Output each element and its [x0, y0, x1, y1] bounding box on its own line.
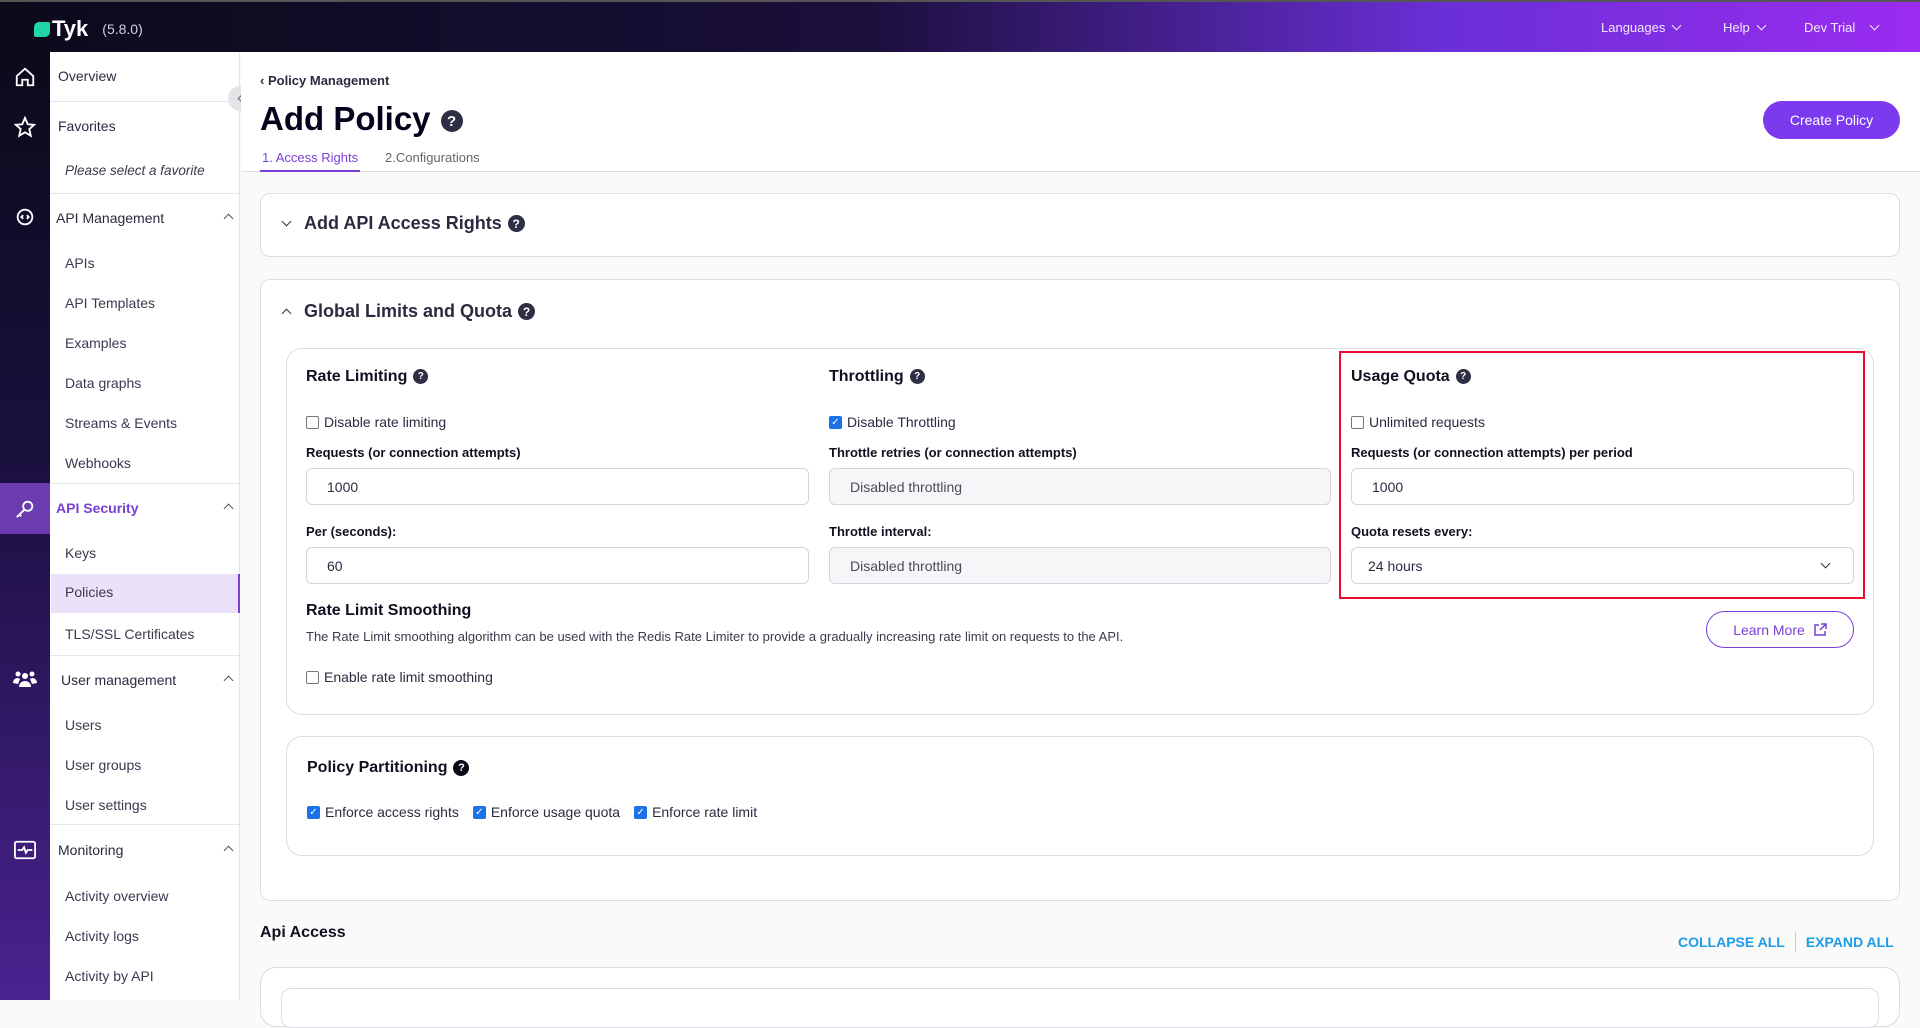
throttle-interval-input[interactable]: Disabled throttling — [829, 547, 1331, 584]
sidebar-item-activity-overview[interactable]: Activity overview — [65, 888, 169, 904]
api-gear-icon[interactable] — [0, 192, 50, 242]
create-policy-button[interactable]: Create Policy — [1763, 101, 1900, 139]
external-link-icon — [1814, 622, 1827, 636]
unlimited-requests-checkbox[interactable]: Unlimited requests — [1351, 414, 1485, 430]
chevron-up-icon — [223, 845, 234, 855]
policy-partitioning-card: Policy Partitioning? ✓ Enforce access rig… — [286, 736, 1874, 856]
section-api-management[interactable]: API Management — [56, 210, 234, 226]
sidebar-item-apis[interactable]: APIs — [65, 255, 95, 271]
quota-requests-label: Requests (or connection attempts) per pe… — [1351, 445, 1633, 460]
per-seconds-input[interactable]: 60 — [306, 547, 809, 584]
help-icon[interactable]: ? — [909, 369, 925, 385]
chevron-down-icon — [281, 216, 292, 227]
sidebar: Overview Favorites Please select a favor… — [50, 52, 240, 1000]
tab-configurations[interactable]: 2.Configurations — [385, 150, 480, 165]
favorites-empty-text: Please select a favorite — [65, 163, 205, 178]
tyk-logo[interactable]: Tyk (5.8.0) — [34, 16, 143, 42]
tab-access-rights[interactable]: 1. Access Rights — [260, 150, 361, 172]
sidebar-item-user-settings[interactable]: User settings — [65, 797, 147, 813]
section-monitoring[interactable]: Monitoring — [58, 842, 234, 858]
sidebar-item-user-groups[interactable]: User groups — [65, 757, 142, 773]
sidebar-item-activity-by-api[interactable]: Activity by API — [65, 968, 154, 984]
rate-limiting-title: Rate Limiting? — [306, 368, 429, 386]
version-label: (5.8.0) — [102, 21, 143, 37]
sidebar-item-tls-certificates[interactable]: TLS/SSL Certificates — [65, 626, 195, 642]
breadcrumb[interactable]: ‹ Policy Management — [260, 73, 390, 88]
top-header: Tyk (5.8.0) Languages Help Dev Trial — [0, 0, 1920, 52]
sidebar-item-keys[interactable]: Keys — [65, 545, 97, 561]
learn-more-button[interactable]: Learn More — [1706, 611, 1854, 648]
sidebar-item-webhooks[interactable]: Webhooks — [65, 455, 131, 471]
star-icon[interactable] — [0, 102, 50, 152]
page-title: Add Policy? — [260, 100, 463, 138]
divider — [1794, 932, 1796, 952]
chevron-up-icon — [223, 503, 234, 513]
enforce-access-rights-checkbox[interactable]: ✓ Enforce access rights — [307, 804, 459, 820]
chevron-up-icon — [223, 675, 234, 685]
per-seconds-label: Per (seconds): — [306, 524, 397, 539]
sidebar-item-users[interactable]: Users — [65, 717, 102, 733]
sidebar-item-examples[interactable]: Examples — [65, 335, 127, 351]
collapse-all-link[interactable]: COLLAPSE ALL — [1678, 934, 1785, 950]
help-icon[interactable]: ? — [440, 110, 463, 133]
smoothing-description: The Rate Limit smoothing algorithm can b… — [306, 629, 1124, 644]
chevron-up-icon — [281, 308, 292, 319]
sidebar-item-overview[interactable]: Overview — [58, 68, 117, 84]
help-menu[interactable]: Help — [1723, 20, 1767, 35]
help-icon[interactable]: ? — [413, 369, 429, 385]
sidebar-item-favorites[interactable]: Favorites — [58, 118, 116, 134]
sidebar-item-data-graphs[interactable]: Data graphs — [65, 375, 142, 391]
chevron-down-icon — [1671, 20, 1682, 31]
expand-all-link[interactable]: EXPAND ALL — [1805, 934, 1894, 950]
api-access-title: Api Access — [260, 924, 346, 941]
section-user-management[interactable]: User management — [61, 672, 234, 688]
global-limits-header[interactable]: Global Limits and Quota? — [281, 301, 536, 322]
limits-inner-card — [286, 348, 1874, 715]
chevron-down-icon — [1820, 558, 1831, 569]
disable-throttling-checkbox[interactable]: ✓ Disable Throttling — [829, 414, 956, 430]
enable-smoothing-checkbox[interactable]: Enable rate limit smoothing — [306, 669, 493, 685]
help-icon[interactable]: ? — [507, 215, 525, 232]
throttle-interval-label: Throttle interval: — [829, 524, 932, 539]
smoothing-title: Rate Limit Smoothing — [306, 602, 472, 619]
enforce-rate-limit-checkbox[interactable]: ✓ Enforce rate limit — [634, 804, 757, 820]
throttling-title: Throttling? — [829, 368, 925, 386]
sidebar-item-activity-logs[interactable]: Activity logs — [65, 928, 139, 944]
enforce-usage-quota-checkbox[interactable]: ✓ Enforce usage quota — [472, 804, 620, 820]
page-header — [241, 52, 1920, 172]
sidebar-item-api-templates[interactable]: API Templates — [65, 295, 156, 311]
help-icon[interactable]: ? — [518, 303, 536, 320]
throttle-retries-input[interactable]: Disabled throttling — [829, 468, 1331, 505]
chevron-up-icon — [223, 213, 234, 223]
users-icon[interactable] — [0, 655, 50, 705]
section-api-security[interactable]: API Security — [56, 500, 234, 516]
chevron-down-icon — [1756, 20, 1767, 31]
chevron-down-icon — [1869, 20, 1880, 31]
quota-requests-input[interactable]: 1000 — [1351, 468, 1854, 505]
sidebar-item-streams-events[interactable]: Streams & Events — [65, 415, 178, 431]
api-access-item — [281, 988, 1879, 1028]
key-icon[interactable] — [0, 483, 50, 534]
monitoring-icon[interactable] — [0, 825, 50, 875]
quota-reset-label: Quota resets every: — [1351, 524, 1473, 539]
quota-reset-select[interactable]: 24 hours — [1351, 547, 1854, 584]
help-icon[interactable]: ? — [453, 759, 470, 776]
requests-label: Requests (or connection attempts) — [306, 445, 521, 460]
languages-menu[interactable]: Languages — [1601, 20, 1682, 35]
throttle-retries-label: Throttle retries (or connection attempts… — [829, 445, 1077, 460]
home-icon[interactable] — [0, 52, 50, 102]
rate-requests-input[interactable]: 1000 — [306, 468, 809, 505]
help-icon[interactable]: ? — [1455, 369, 1471, 385]
api-access-card — [260, 967, 1900, 1028]
account-menu[interactable]: Dev Trial — [1804, 20, 1880, 35]
highlight-box — [1339, 351, 1865, 599]
usage-quota-title: Usage Quota? — [1351, 368, 1471, 386]
partitioning-title: Policy Partitioning? — [307, 759, 470, 777]
add-api-access-rights-panel[interactable]: Add API Access Rights? — [260, 193, 1900, 257]
disable-rate-limiting-checkbox[interactable]: Disable rate limiting — [306, 414, 446, 430]
sidebar-item-policies[interactable]: Policies — [51, 574, 240, 613]
